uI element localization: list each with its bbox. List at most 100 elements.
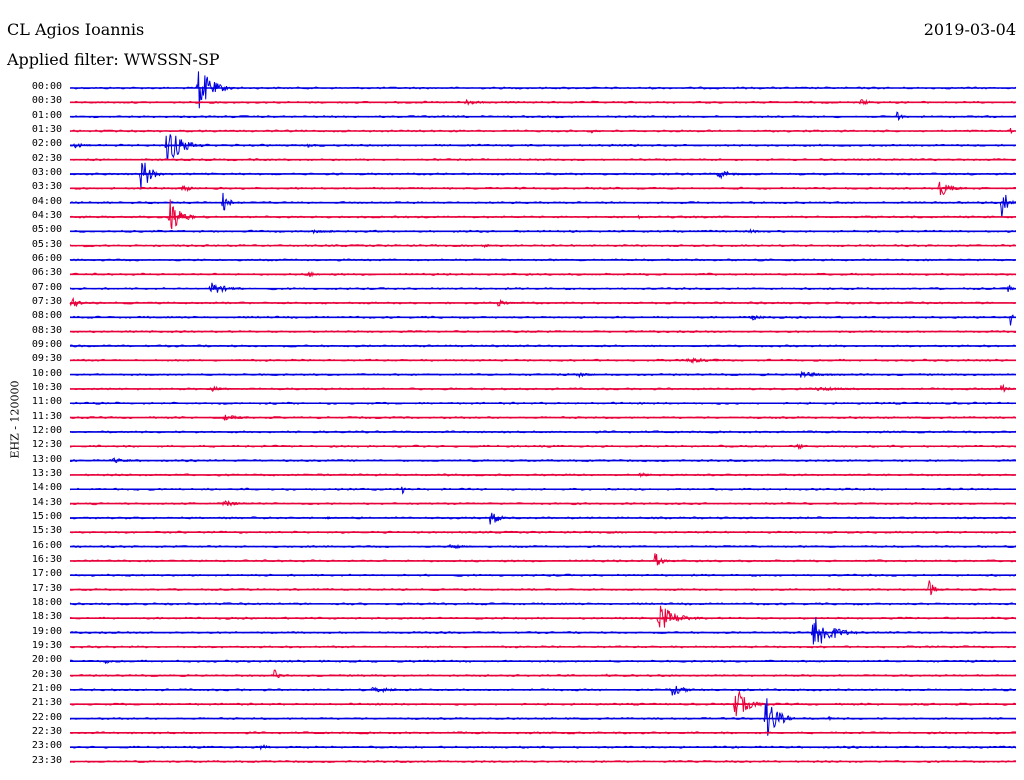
trace-noise [69, 115, 1017, 119]
tick-label: 06:30 [31, 267, 62, 279]
trace-noise [69, 158, 1017, 162]
seismic-event [747, 228, 773, 234]
trace-noise [69, 143, 1017, 147]
trace-noise [70, 372, 1017, 377]
tick-label: 05:00 [31, 224, 62, 236]
trace-noise [69, 344, 1017, 348]
tick-label: 07:30 [31, 295, 62, 307]
trace-noise [69, 172, 1017, 176]
trace-noise [69, 358, 1016, 362]
seismic-event [936, 181, 969, 196]
seismic-event [574, 371, 609, 379]
tick-label: 11:00 [31, 396, 62, 408]
tick-label: 04:30 [31, 209, 62, 221]
tick-label: 12:30 [31, 439, 62, 451]
trace-noise [69, 745, 1017, 749]
tick-label: 03:30 [31, 181, 62, 193]
seismic-event [927, 580, 944, 596]
tick-label: 19:00 [31, 625, 62, 637]
tick-label: 20:30 [31, 668, 62, 680]
tick-label: 20:00 [31, 654, 62, 666]
tick-label: 12:00 [31, 424, 62, 436]
seismic-event [164, 134, 206, 160]
seismic-event [110, 457, 149, 464]
seismic-event [306, 143, 329, 148]
tick-label: 22:30 [31, 725, 62, 737]
tick-label: 02:30 [31, 152, 62, 164]
seismic-event [104, 660, 121, 665]
seismic-event [463, 98, 496, 106]
trace-noise [69, 616, 1017, 620]
seismic-event [447, 543, 480, 549]
seismic-event [794, 443, 821, 451]
tick-label: 14:30 [31, 496, 62, 508]
seismic-event [208, 282, 247, 294]
tick-label: 18:30 [31, 611, 62, 623]
trace-noise [69, 401, 1017, 405]
seismic-event [589, 129, 606, 134]
seismic-event [858, 98, 880, 106]
trace-noise [69, 329, 1017, 334]
tick-label: 15:30 [31, 525, 62, 537]
tick-label: 01:30 [31, 123, 62, 135]
seismic-event [684, 357, 748, 365]
trace-noise [69, 731, 1017, 735]
tick-label: 08:00 [31, 310, 62, 322]
tick-label: 10:30 [31, 381, 62, 393]
seismic-event [715, 170, 742, 180]
seismic-event [258, 744, 278, 751]
seismic-event [495, 298, 524, 307]
seismic-event [220, 192, 241, 211]
seismic-event [369, 686, 426, 694]
seismic-event [810, 386, 906, 392]
tick-label: 16:00 [31, 539, 62, 551]
seismic-event [306, 229, 369, 235]
tick-label: 10:00 [31, 367, 62, 379]
station-title: CL Agios Ioannis [7, 20, 145, 39]
tick-label: 04:00 [31, 195, 62, 207]
tick-label: 11:30 [31, 410, 62, 422]
seismic-event [72, 142, 99, 149]
seismic-event [895, 111, 909, 122]
trace-noise [69, 458, 1017, 463]
seismic-event [221, 414, 259, 421]
tick-label: 23:30 [31, 754, 62, 766]
trace-noise [69, 301, 1017, 305]
trace-noise [69, 573, 1017, 577]
tick-label: 15:00 [31, 510, 62, 522]
seismic-event [306, 271, 335, 278]
seismic-event [479, 243, 518, 249]
seismic-event [195, 71, 235, 109]
trace-noise [69, 215, 1017, 219]
seismic-event [322, 516, 348, 520]
tick-label: 13:30 [31, 467, 62, 479]
tick-label: 07:00 [31, 281, 62, 293]
trace-noise [69, 258, 1017, 262]
seismic-event [208, 385, 237, 393]
trace-noise [69, 487, 1017, 491]
seismic-event [999, 383, 1016, 393]
trace-noise [69, 559, 1017, 563]
tick-label: 22:00 [31, 711, 62, 723]
tick-label: 02:00 [31, 138, 62, 150]
tick-label: 16:30 [31, 553, 62, 565]
seismic-event [826, 715, 836, 722]
seismic-event [637, 214, 644, 220]
tick-label: 17:00 [31, 568, 62, 580]
trace-noise [69, 544, 1017, 549]
seismic-event [271, 669, 285, 679]
tick-label: 17:30 [31, 582, 62, 594]
seismic-event [605, 673, 616, 678]
trace-noise [69, 702, 1017, 706]
trace-noise [70, 659, 1017, 663]
trace-noise [69, 673, 1017, 678]
seismic-event [221, 499, 260, 507]
seismic-event [652, 553, 676, 566]
seismic-event [400, 486, 411, 495]
trace-noise [69, 645, 1017, 649]
tick-label: 09:00 [31, 338, 62, 350]
trace-noise [69, 243, 1017, 248]
seismic-event [999, 194, 1016, 218]
seismic-event [747, 315, 780, 321]
